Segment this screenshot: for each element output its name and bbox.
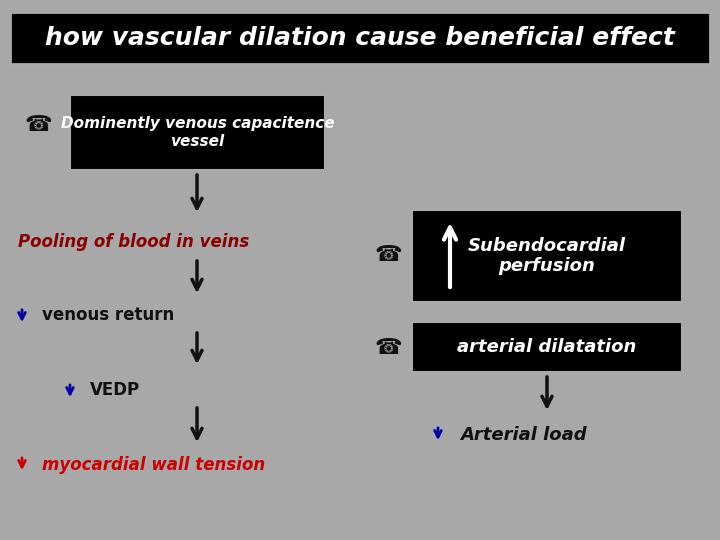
FancyBboxPatch shape bbox=[10, 12, 710, 64]
Text: Dominently venous capacitence
vessel: Dominently venous capacitence vessel bbox=[60, 116, 334, 148]
Text: VEDP: VEDP bbox=[90, 381, 140, 399]
Text: arterial dilatation: arterial dilatation bbox=[457, 338, 636, 356]
Text: Pooling of blood in veins: Pooling of blood in veins bbox=[18, 233, 249, 251]
Text: myocardial wall tension: myocardial wall tension bbox=[42, 456, 265, 474]
FancyBboxPatch shape bbox=[412, 210, 682, 302]
Text: ☎: ☎ bbox=[24, 115, 52, 135]
Text: venous return: venous return bbox=[42, 306, 174, 324]
FancyBboxPatch shape bbox=[412, 322, 682, 372]
FancyBboxPatch shape bbox=[70, 95, 325, 170]
Text: Subendocardial
perfusion: Subendocardial perfusion bbox=[468, 237, 626, 275]
Text: ☎: ☎ bbox=[374, 245, 402, 265]
Text: how vascular dilation cause beneficial effect: how vascular dilation cause beneficial e… bbox=[45, 26, 675, 50]
Text: ☎: ☎ bbox=[374, 338, 402, 358]
Text: Arterial load: Arterial load bbox=[460, 426, 587, 444]
